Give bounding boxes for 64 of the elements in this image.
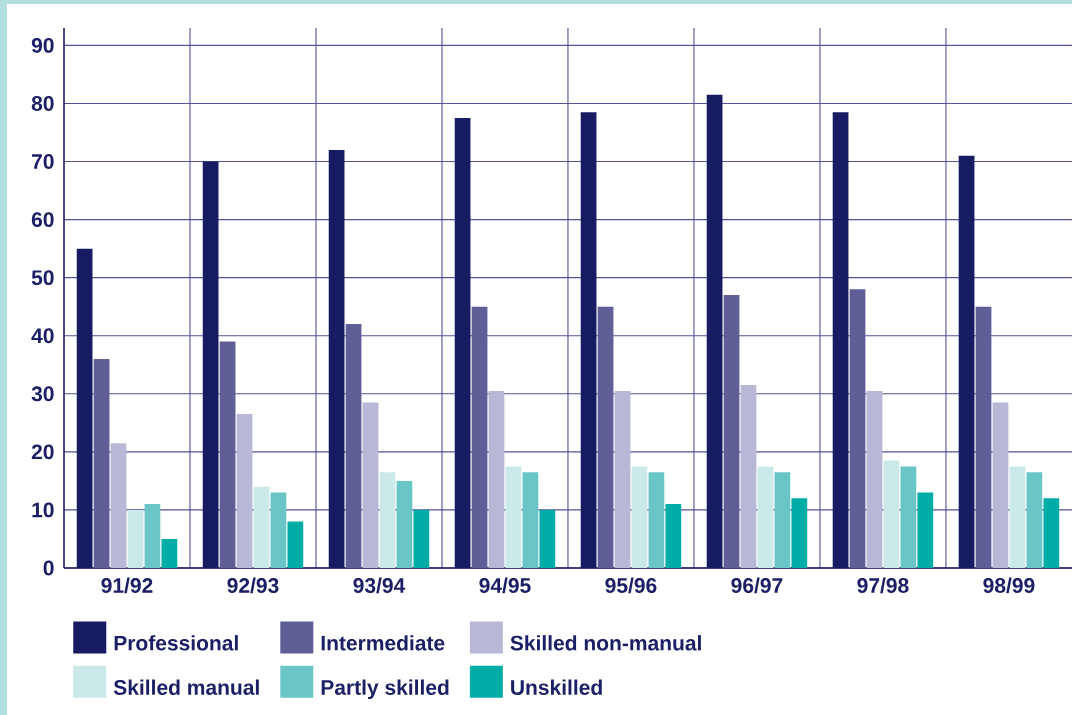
x-tick-label: 98/99 <box>983 577 1035 594</box>
bar <box>144 504 161 568</box>
bar <box>488 390 505 568</box>
y-tick-label: 80 <box>31 96 54 111</box>
bar <box>883 460 900 568</box>
bar <box>665 504 682 568</box>
bar <box>723 295 740 568</box>
bar <box>1026 472 1043 568</box>
bar <box>287 521 304 568</box>
bar <box>270 492 287 568</box>
bar <box>614 390 631 568</box>
y-tick-label: 70 <box>32 154 54 169</box>
x-tick-label: 95/96 <box>605 577 657 594</box>
x-tick-label: 91/92 <box>101 577 153 594</box>
y-tick-label: 20 <box>31 444 54 460</box>
bar <box>93 358 110 568</box>
bar <box>849 289 866 568</box>
bar <box>917 492 934 568</box>
bar <box>791 498 808 568</box>
legend-label: Intermediate <box>321 635 445 651</box>
bar <box>362 402 379 568</box>
x-tick-label: 97/98 <box>857 577 909 594</box>
bar <box>900 466 917 568</box>
legend-label: Skilled non-manual <box>510 635 701 651</box>
bar <box>345 324 362 568</box>
bar <box>471 306 488 568</box>
bar <box>866 390 883 568</box>
bar <box>597 306 614 568</box>
legend-label: Professional <box>114 635 238 651</box>
y-tick-label: 40 <box>31 328 54 344</box>
legend-label: Partly skilled <box>321 679 449 700</box>
bar <box>127 509 144 568</box>
bar <box>505 466 522 568</box>
x-tick-label: 92/93 <box>227 577 279 594</box>
legend-label: Skilled manual <box>113 679 259 695</box>
legend-label: Unskilled <box>511 679 602 695</box>
y-tick-label: 60 <box>31 212 54 228</box>
bar <box>379 472 396 568</box>
y-tick-label: 30 <box>31 386 54 402</box>
bar <box>161 538 178 568</box>
bar <box>757 466 774 568</box>
bar <box>975 306 992 568</box>
bar <box>648 472 665 568</box>
bar <box>774 472 791 568</box>
x-tick-label: 93/94 <box>353 577 406 594</box>
y-tick-label: 10 <box>32 502 54 518</box>
bar <box>396 480 413 568</box>
bar <box>1009 466 1026 568</box>
y-tick-label: 0 <box>43 560 54 576</box>
bar <box>992 402 1009 568</box>
bar <box>110 443 127 568</box>
bar <box>740 385 757 568</box>
y-tick-label: 50 <box>31 270 54 286</box>
bar <box>539 509 556 568</box>
bar <box>522 472 539 568</box>
bar <box>253 486 270 568</box>
bar <box>631 466 648 568</box>
y-tick-label: 90 <box>31 37 54 53</box>
bar <box>413 509 430 568</box>
bar <box>1043 498 1060 568</box>
bar <box>236 414 253 568</box>
x-tick-label: 94/95 <box>479 577 531 594</box>
bar <box>219 341 236 568</box>
x-tick-label: 96/97 <box>731 577 783 594</box>
